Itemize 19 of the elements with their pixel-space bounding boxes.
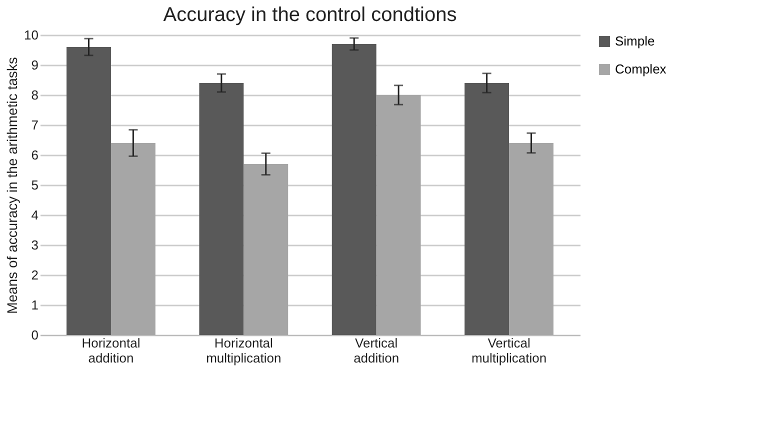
- y-tick-label: 1: [31, 298, 38, 312]
- legend-label: Simple: [615, 34, 655, 48]
- y-tick-label: 2: [31, 268, 38, 282]
- y-tick-label: 3: [31, 238, 38, 252]
- y-tick-label: 7: [31, 118, 38, 132]
- y-axis-title: Means of accuracy in the arithmetic tasks: [4, 57, 20, 314]
- y-tick-label: 10: [24, 28, 38, 42]
- y-tick-label: 8: [31, 88, 38, 102]
- y-tick-label: 0: [31, 328, 38, 342]
- y-tick-label: 6: [31, 148, 38, 162]
- legend-label: Complex: [615, 62, 667, 76]
- x-tick-label: Horizontal multiplication: [206, 336, 282, 366]
- y-tick-label: 4: [31, 208, 38, 222]
- y-tick-label: 9: [31, 58, 38, 72]
- x-tick-label: Vertical addition: [354, 336, 400, 366]
- chart-title: Accuracy in the control condtions: [163, 4, 457, 26]
- x-tick-label: Vertical multiplication: [471, 336, 547, 366]
- y-tick-label: 5: [31, 178, 38, 192]
- x-tick-label: Horizontal addition: [82, 336, 140, 366]
